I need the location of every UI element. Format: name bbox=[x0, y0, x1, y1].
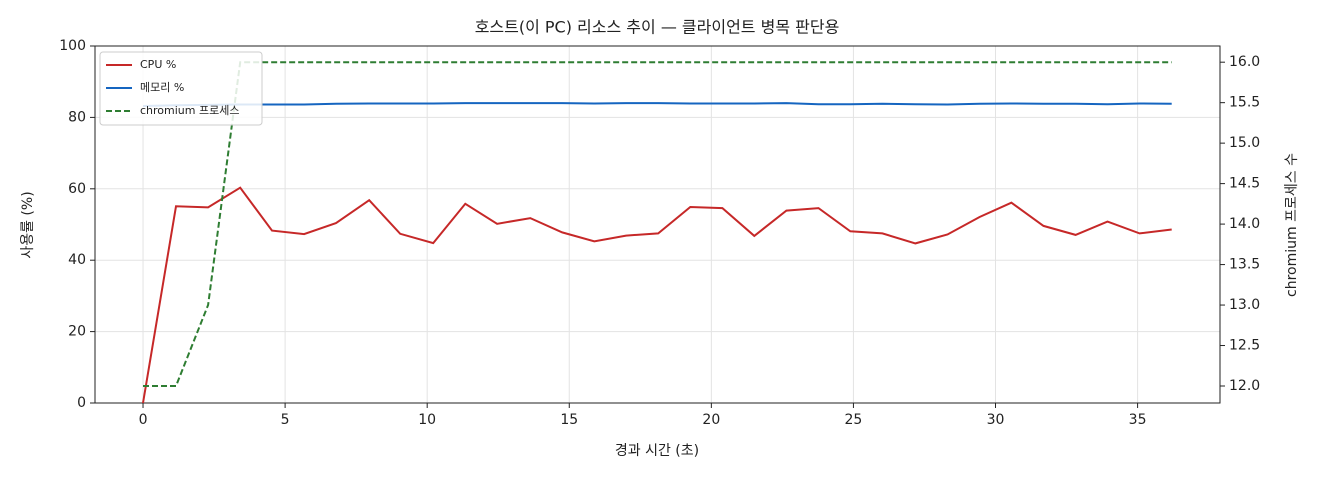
series-line bbox=[142, 102, 1172, 107]
legend-label: CPU % bbox=[140, 58, 176, 71]
x-tick-label: 10 bbox=[418, 412, 436, 428]
y2-tick-label: 14.0 bbox=[1229, 216, 1260, 232]
x-tick-label: 5 bbox=[281, 412, 290, 428]
y-tick-label: 100 bbox=[59, 38, 86, 54]
series-line bbox=[143, 61, 1172, 387]
y-tick-label: 60 bbox=[68, 181, 86, 197]
y-axis-label: 사용률 (%) bbox=[20, 191, 36, 258]
x-tick-label: 30 bbox=[987, 412, 1005, 428]
legend-box bbox=[99, 51, 263, 126]
y-tick-label: 20 bbox=[68, 324, 86, 340]
y2-tick-label: 13.0 bbox=[1229, 297, 1260, 313]
legend-label: 메모리 % bbox=[140, 81, 184, 94]
x-tick-label: 20 bbox=[702, 412, 720, 428]
y-tick-label: 0 bbox=[77, 395, 86, 411]
plot-frame bbox=[94, 45, 1221, 404]
legend-label: chromium 프로세스 bbox=[140, 104, 239, 117]
x-axis-label: 경과 시간 (초) bbox=[615, 443, 699, 459]
y-tick-label: 80 bbox=[68, 109, 86, 125]
y2-tick-label: 15.0 bbox=[1229, 135, 1260, 151]
y2-tick-label: 12.0 bbox=[1229, 378, 1260, 394]
y2-tick-label: 12.5 bbox=[1229, 338, 1260, 354]
x-tick-label: 25 bbox=[845, 412, 863, 428]
y2-tick-label: 13.5 bbox=[1229, 257, 1260, 273]
series-line bbox=[142, 186, 1172, 404]
x-tick-label: 35 bbox=[1129, 412, 1147, 428]
y-tick-label: 40 bbox=[68, 252, 86, 268]
chart-title: 호스트(이 PC) 리소스 추이 — 클라이언트 병목 판단용 bbox=[475, 18, 840, 37]
x-tick-label: 15 bbox=[560, 412, 578, 428]
y2-axis-label: chromium 프로세스 수 bbox=[1284, 153, 1300, 297]
legend: CPU % 메모리 % chromium 프로세스 bbox=[99, 51, 263, 126]
x-tick-label: 0 bbox=[139, 412, 148, 428]
y2-tick-label: 15.5 bbox=[1229, 95, 1260, 111]
y2-tick-label: 16.0 bbox=[1229, 54, 1260, 70]
y2-tick-label: 14.5 bbox=[1229, 176, 1260, 192]
